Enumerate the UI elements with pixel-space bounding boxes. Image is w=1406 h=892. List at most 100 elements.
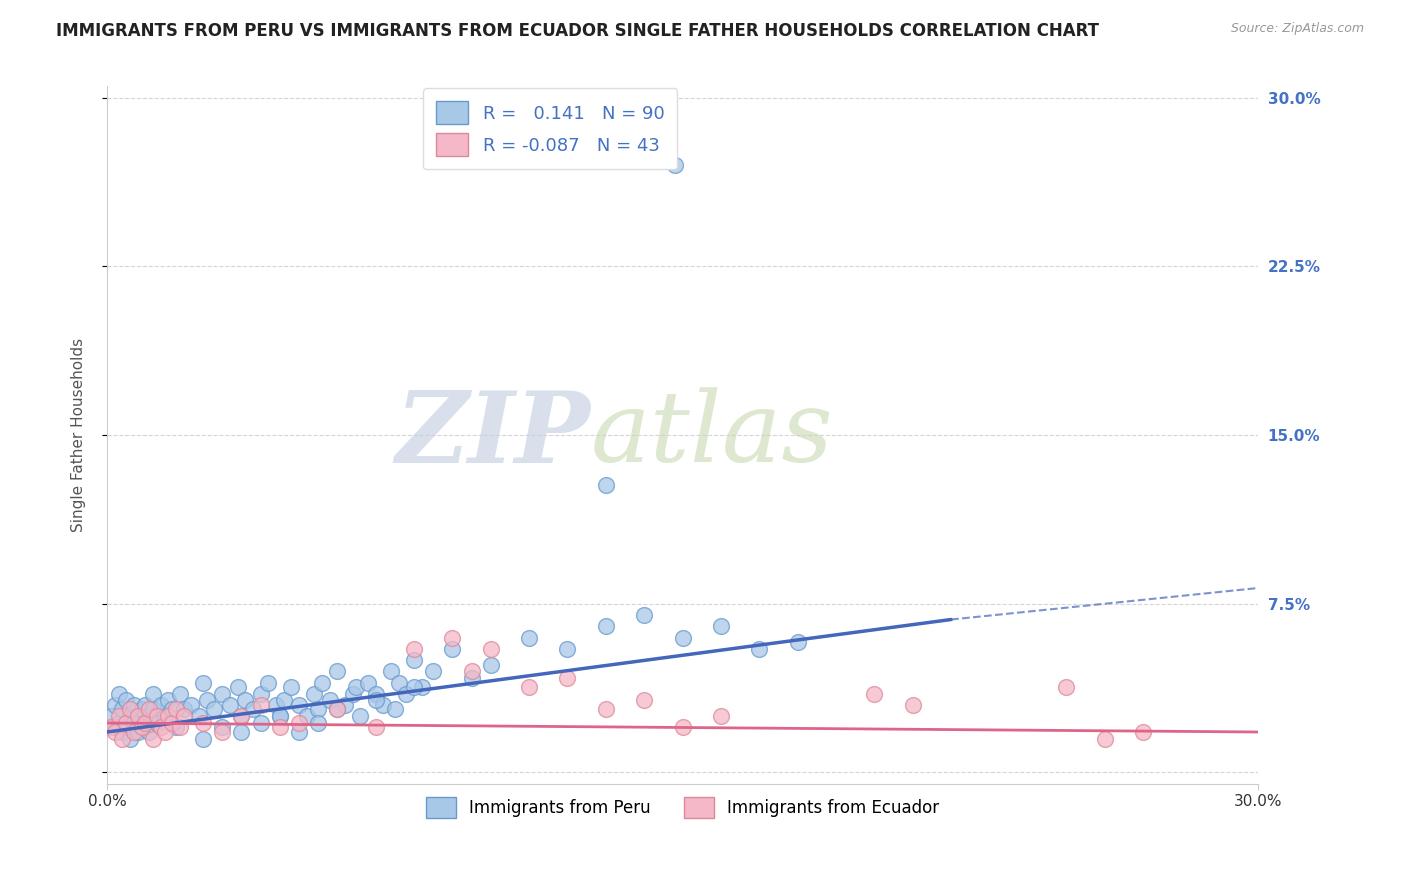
Point (131, 721, 153, 735)
Point (115, 721, 138, 735)
Point (357, 675, 380, 690)
Point (384, 702, 406, 716)
Text: ZIP: ZIP (395, 387, 591, 483)
Point (595, 702, 617, 716)
Point (342, 687, 364, 701)
Point (441, 631, 464, 645)
Point (242, 702, 264, 716)
Point (169, 687, 191, 701)
Point (863, 687, 886, 701)
Point (249, 698, 271, 712)
Point (169, 721, 191, 735)
Point (295, 709, 318, 723)
Point (138, 702, 160, 716)
Text: Source: ZipAtlas.com: Source: ZipAtlas.com (1230, 22, 1364, 36)
Point (479, 657, 502, 672)
Point (191, 675, 214, 690)
Point (264, 698, 287, 712)
Point (373, 698, 395, 712)
Point (157, 693, 180, 707)
Point (307, 702, 329, 716)
Point (402, 641, 425, 656)
Point (710, 619, 733, 633)
Point (231, 709, 253, 723)
Point (173, 702, 195, 716)
Point (249, 687, 271, 701)
Point (211, 721, 233, 735)
Y-axis label: Single Father Households: Single Father Households (72, 338, 86, 533)
Point (288, 698, 311, 712)
Point (127, 725, 149, 739)
Point (349, 709, 371, 723)
Point (104, 698, 127, 712)
Text: atlas: atlas (591, 387, 834, 483)
Point (157, 709, 180, 723)
Point (231, 709, 253, 723)
Point (142, 687, 165, 701)
Point (333, 698, 356, 712)
Point (120, 731, 142, 746)
Point (111, 702, 134, 716)
Point (120, 709, 142, 723)
Point (153, 725, 176, 739)
Point (1094, 731, 1116, 746)
Point (346, 680, 368, 694)
Point (364, 721, 387, 735)
Point (111, 725, 134, 739)
Point (664, 158, 686, 172)
Point (388, 675, 411, 690)
Point (100, 721, 122, 735)
Point (134, 698, 156, 712)
Point (517, 631, 540, 645)
Point (364, 687, 387, 701)
Point (460, 671, 482, 685)
Point (269, 721, 291, 735)
Point (165, 702, 187, 716)
Point (162, 716, 184, 731)
Point (122, 716, 145, 731)
Point (402, 680, 425, 694)
Point (633, 607, 655, 622)
Point (307, 716, 329, 731)
Point (901, 698, 924, 712)
Point (380, 665, 402, 679)
Point (411, 680, 433, 694)
Point (441, 641, 464, 656)
Point (557, 641, 579, 656)
Point (326, 702, 349, 716)
Point (149, 721, 172, 735)
Text: IMMIGRANTS FROM PERU VS IMMIGRANTS FROM ECUADOR SINGLE FATHER HOUSEHOLDS CORRELA: IMMIGRANTS FROM PERU VS IMMIGRANTS FROM … (56, 22, 1099, 40)
Point (557, 671, 579, 685)
Point (107, 687, 129, 701)
Point (146, 716, 169, 731)
Point (120, 702, 142, 716)
Point (142, 731, 165, 746)
Legend: Immigrants from Peru, Immigrants from Ecuador: Immigrants from Peru, Immigrants from Ec… (419, 790, 946, 824)
Point (122, 698, 145, 712)
Point (180, 698, 202, 712)
Point (326, 702, 349, 716)
Point (211, 725, 233, 739)
Point (595, 619, 617, 633)
Point (1054, 680, 1077, 694)
Point (288, 725, 311, 739)
Point (280, 680, 302, 694)
Point (218, 698, 240, 712)
Point (288, 716, 311, 731)
Point (748, 641, 770, 656)
Point (138, 725, 160, 739)
Point (173, 709, 195, 723)
Point (311, 675, 333, 690)
Point (111, 731, 134, 746)
Point (131, 702, 153, 716)
Point (153, 709, 176, 723)
Point (249, 716, 271, 731)
Point (671, 631, 693, 645)
Point (134, 716, 156, 731)
Point (188, 709, 211, 723)
Point (786, 635, 808, 649)
Point (273, 693, 295, 707)
Point (326, 665, 349, 679)
Point (402, 653, 425, 667)
Point (517, 680, 540, 694)
